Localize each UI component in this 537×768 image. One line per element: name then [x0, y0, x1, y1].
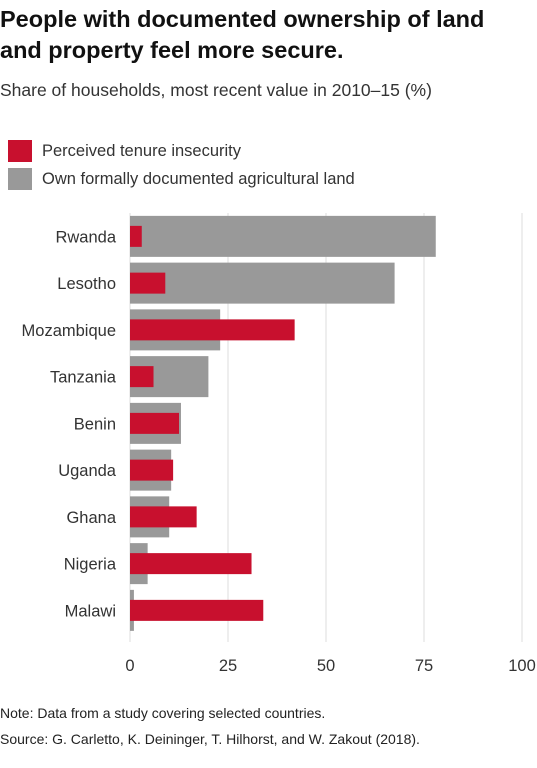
x-tick-label: 75	[415, 657, 433, 675]
category-label: Malawi	[65, 602, 116, 620]
bar-insecurity	[130, 506, 197, 528]
x-tick-label: 0	[125, 657, 134, 675]
bar-documented	[130, 262, 395, 304]
legend-label-insecurity: Perceived tenure insecurity	[42, 141, 242, 160]
chart-title: People with documented ownership of land…	[0, 6, 485, 63]
category-label: Rwanda	[55, 228, 116, 246]
x-tick-label: 100	[508, 657, 536, 675]
legend-swatch-documented	[8, 168, 32, 190]
bar-insecurity	[130, 225, 142, 247]
x-tick-label: 25	[219, 657, 237, 675]
legend-swatch-insecurity	[8, 140, 32, 162]
bar-insecurity	[130, 272, 166, 294]
chart-source: Source: G. Carletto, K. Deininger, T. Hi…	[0, 731, 420, 747]
category-label: Ghana	[66, 509, 116, 527]
legend-label-documented: Own formally documented agricultural lan…	[42, 169, 355, 188]
bar-insecurity	[130, 459, 174, 481]
category-label: Nigeria	[64, 556, 117, 574]
chart-note: Note: Data from a study covering selecte…	[0, 705, 326, 721]
category-label: Tanzania	[50, 369, 117, 387]
chart-subtitle: Share of households, most recent value i…	[0, 80, 432, 100]
category-label: Lesotho	[57, 275, 116, 293]
bar-insecurity	[130, 599, 264, 621]
category-label: Uganda	[58, 462, 117, 480]
category-label: Benin	[74, 415, 116, 433]
bar-chart: 0 25 50 75 100 Rwanda Lesotho Mozambique Tanzani…	[22, 213, 536, 675]
bar-insecurity	[130, 412, 179, 434]
bar-insecurity	[130, 553, 252, 575]
legend-item-documented: Own formally documented agricultural lan…	[8, 168, 355, 190]
legend-item-insecurity: Perceived tenure insecurity	[8, 140, 241, 162]
x-tick-label: 50	[317, 657, 335, 675]
bar-insecurity	[130, 319, 295, 341]
bar-insecurity	[130, 366, 154, 388]
category-label: Mozambique	[22, 322, 116, 340]
bar-documented	[130, 215, 436, 257]
